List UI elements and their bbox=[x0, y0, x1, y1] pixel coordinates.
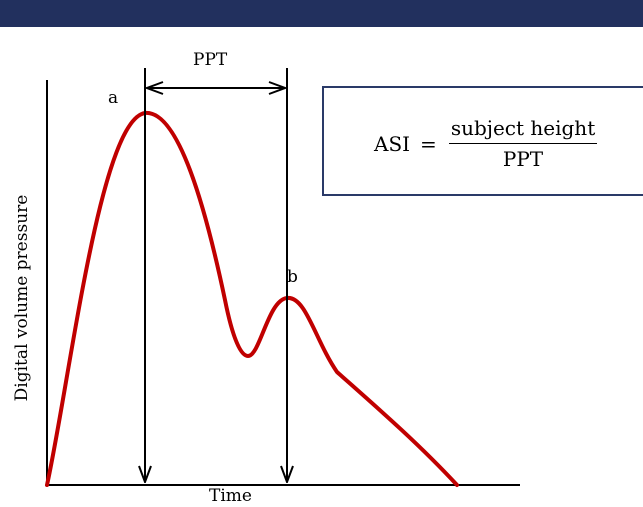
header-bar bbox=[0, 0, 643, 27]
asi-formula: ASI = subject height PPT bbox=[374, 116, 598, 171]
formula-fraction: subject height PPT bbox=[448, 116, 598, 171]
y-axis-label: Digital volume pressure bbox=[12, 194, 32, 402]
peak-b-label: b bbox=[287, 267, 298, 287]
formula-numerator: subject height bbox=[448, 116, 598, 144]
formula-equals: = bbox=[420, 131, 437, 156]
pulse-waveform-curve bbox=[45, 110, 459, 487]
ppt-label: PPT bbox=[193, 50, 228, 70]
formula-lhs: ASI bbox=[374, 131, 411, 156]
x-axis-label: Time bbox=[209, 486, 252, 506]
formula-box: ASI = subject height PPT bbox=[322, 86, 643, 196]
formula-denominator: PPT bbox=[502, 147, 544, 171]
peak-a-label: a bbox=[108, 88, 119, 108]
